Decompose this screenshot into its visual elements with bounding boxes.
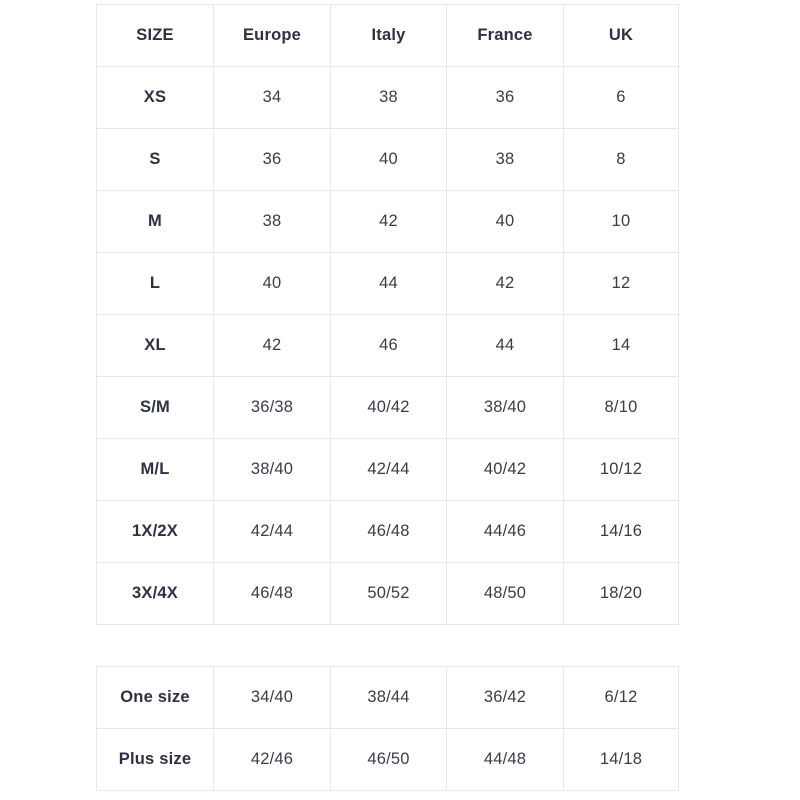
cell-size: S/M [96,376,214,439]
cell-france: 38 [446,128,564,191]
cell-france: 44/46 [446,500,564,563]
cell-italy: 44 [330,252,447,315]
cell-italy: 46/50 [330,728,447,791]
cell-size: M/L [96,438,214,501]
cell-europe: 36 [213,128,331,191]
cell-italy: 40/42 [330,376,447,439]
cell-france: 44 [446,314,564,377]
column-header-europe: Europe [213,4,331,67]
main-size-conversion-table: SIZE Europe Italy France UK XS 34 38 36 … [96,4,679,625]
cell-size: M [96,190,214,253]
cell-europe: 34 [213,66,331,129]
table-row: XS 34 38 36 6 [96,66,679,129]
table-row: Plus size 42/46 46/50 44/48 14/18 [96,728,679,791]
cell-uk: 8/10 [563,376,679,439]
cell-uk: 6/12 [563,666,679,729]
column-header-uk: UK [563,4,679,67]
cell-size: XL [96,314,214,377]
table-body: XS 34 38 36 6 S 36 40 38 8 M 38 42 40 10 [96,66,679,625]
cell-europe: 42/44 [213,500,331,563]
cell-france: 40 [446,190,564,253]
cell-france: 38/40 [446,376,564,439]
cell-france: 36 [446,66,564,129]
cell-europe: 42 [213,314,331,377]
table-row: S/M 36/38 40/42 38/40 8/10 [96,376,679,439]
header-row: SIZE Europe Italy France UK [96,4,679,67]
cell-size: XS [96,66,214,129]
cell-uk: 6 [563,66,679,129]
cell-france: 42 [446,252,564,315]
cell-size: 1X/2X [96,500,214,563]
cell-size: L [96,252,214,315]
summary-table-body: One size 34/40 38/44 36/42 6/12 Plus siz… [96,666,679,791]
cell-size: Plus size [96,728,214,791]
table-header: SIZE Europe Italy France UK [96,4,679,67]
cell-uk: 10 [563,190,679,253]
cell-size: 3X/4X [96,562,214,625]
table-row: L 40 44 42 12 [96,252,679,315]
cell-size: S [96,128,214,191]
cell-europe: 34/40 [213,666,331,729]
cell-uk: 12 [563,252,679,315]
table-row: One size 34/40 38/44 36/42 6/12 [96,666,679,729]
cell-uk: 8 [563,128,679,191]
cell-italy: 42/44 [330,438,447,501]
cell-france: 40/42 [446,438,564,501]
cell-size: One size [96,666,214,729]
cell-italy: 38/44 [330,666,447,729]
cell-uk: 14/18 [563,728,679,791]
cell-france: 44/48 [446,728,564,791]
table-row: 3X/4X 46/48 50/52 48/50 18/20 [96,562,679,625]
table-row: 1X/2X 42/44 46/48 44/46 14/16 [96,500,679,563]
column-header-italy: Italy [330,4,447,67]
cell-italy: 50/52 [330,562,447,625]
cell-europe: 36/38 [213,376,331,439]
cell-uk: 14 [563,314,679,377]
cell-uk: 14/16 [563,500,679,563]
column-header-size: SIZE [96,4,214,67]
table-row: XL 42 46 44 14 [96,314,679,377]
table-row: M 38 42 40 10 [96,190,679,253]
cell-europe: 38/40 [213,438,331,501]
cell-europe: 42/46 [213,728,331,791]
cell-europe: 38 [213,190,331,253]
table-row: S 36 40 38 8 [96,128,679,191]
cell-europe: 46/48 [213,562,331,625]
cell-europe: 40 [213,252,331,315]
table-row: M/L 38/40 42/44 40/42 10/12 [96,438,679,501]
cell-italy: 46/48 [330,500,447,563]
cell-italy: 40 [330,128,447,191]
cell-uk: 10/12 [563,438,679,501]
cell-france: 48/50 [446,562,564,625]
cell-uk: 18/20 [563,562,679,625]
column-header-france: France [446,4,564,67]
cell-italy: 46 [330,314,447,377]
cell-italy: 42 [330,190,447,253]
cell-france: 36/42 [446,666,564,729]
cell-italy: 38 [330,66,447,129]
summary-size-conversion-table: One size 34/40 38/44 36/42 6/12 Plus siz… [96,666,679,791]
